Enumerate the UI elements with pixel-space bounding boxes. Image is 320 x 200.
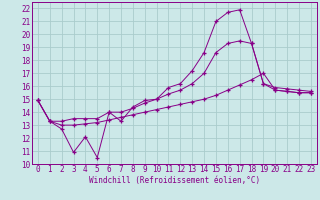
X-axis label: Windchill (Refroidissement éolien,°C): Windchill (Refroidissement éolien,°C) [89, 176, 260, 185]
